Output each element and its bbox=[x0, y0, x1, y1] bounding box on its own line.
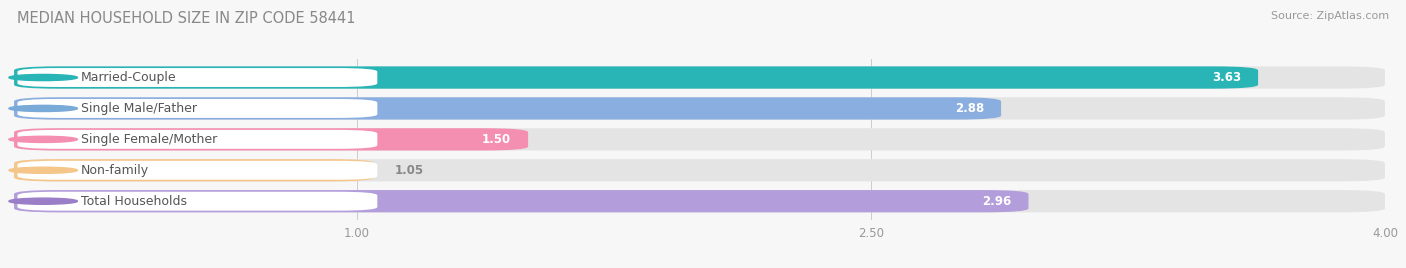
Text: 1.50: 1.50 bbox=[482, 133, 510, 146]
Text: Married-Couple: Married-Couple bbox=[82, 71, 177, 84]
FancyBboxPatch shape bbox=[14, 97, 1385, 120]
FancyBboxPatch shape bbox=[14, 66, 1258, 89]
FancyBboxPatch shape bbox=[17, 192, 377, 211]
Circle shape bbox=[8, 75, 77, 81]
Circle shape bbox=[8, 136, 77, 143]
Text: Single Male/Father: Single Male/Father bbox=[82, 102, 197, 115]
FancyBboxPatch shape bbox=[14, 97, 1001, 120]
Text: 2.88: 2.88 bbox=[955, 102, 984, 115]
Text: Total Households: Total Households bbox=[82, 195, 187, 208]
Text: Non-family: Non-family bbox=[82, 164, 149, 177]
Text: 3.63: 3.63 bbox=[1212, 71, 1241, 84]
FancyBboxPatch shape bbox=[17, 161, 377, 180]
Text: MEDIAN HOUSEHOLD SIZE IN ZIP CODE 58441: MEDIAN HOUSEHOLD SIZE IN ZIP CODE 58441 bbox=[17, 11, 356, 26]
FancyBboxPatch shape bbox=[14, 190, 1385, 212]
FancyBboxPatch shape bbox=[14, 190, 1029, 212]
FancyBboxPatch shape bbox=[17, 68, 377, 87]
Circle shape bbox=[8, 198, 77, 204]
FancyBboxPatch shape bbox=[17, 99, 377, 118]
FancyBboxPatch shape bbox=[14, 159, 1385, 181]
FancyBboxPatch shape bbox=[17, 130, 377, 149]
Circle shape bbox=[8, 167, 77, 173]
FancyBboxPatch shape bbox=[14, 66, 1385, 89]
FancyBboxPatch shape bbox=[14, 159, 374, 181]
Text: Source: ZipAtlas.com: Source: ZipAtlas.com bbox=[1271, 11, 1389, 21]
Text: 2.96: 2.96 bbox=[983, 195, 1011, 208]
Text: 1.05: 1.05 bbox=[395, 164, 423, 177]
Circle shape bbox=[8, 105, 77, 111]
FancyBboxPatch shape bbox=[14, 128, 529, 151]
Text: Single Female/Mother: Single Female/Mother bbox=[82, 133, 217, 146]
FancyBboxPatch shape bbox=[14, 128, 1385, 151]
